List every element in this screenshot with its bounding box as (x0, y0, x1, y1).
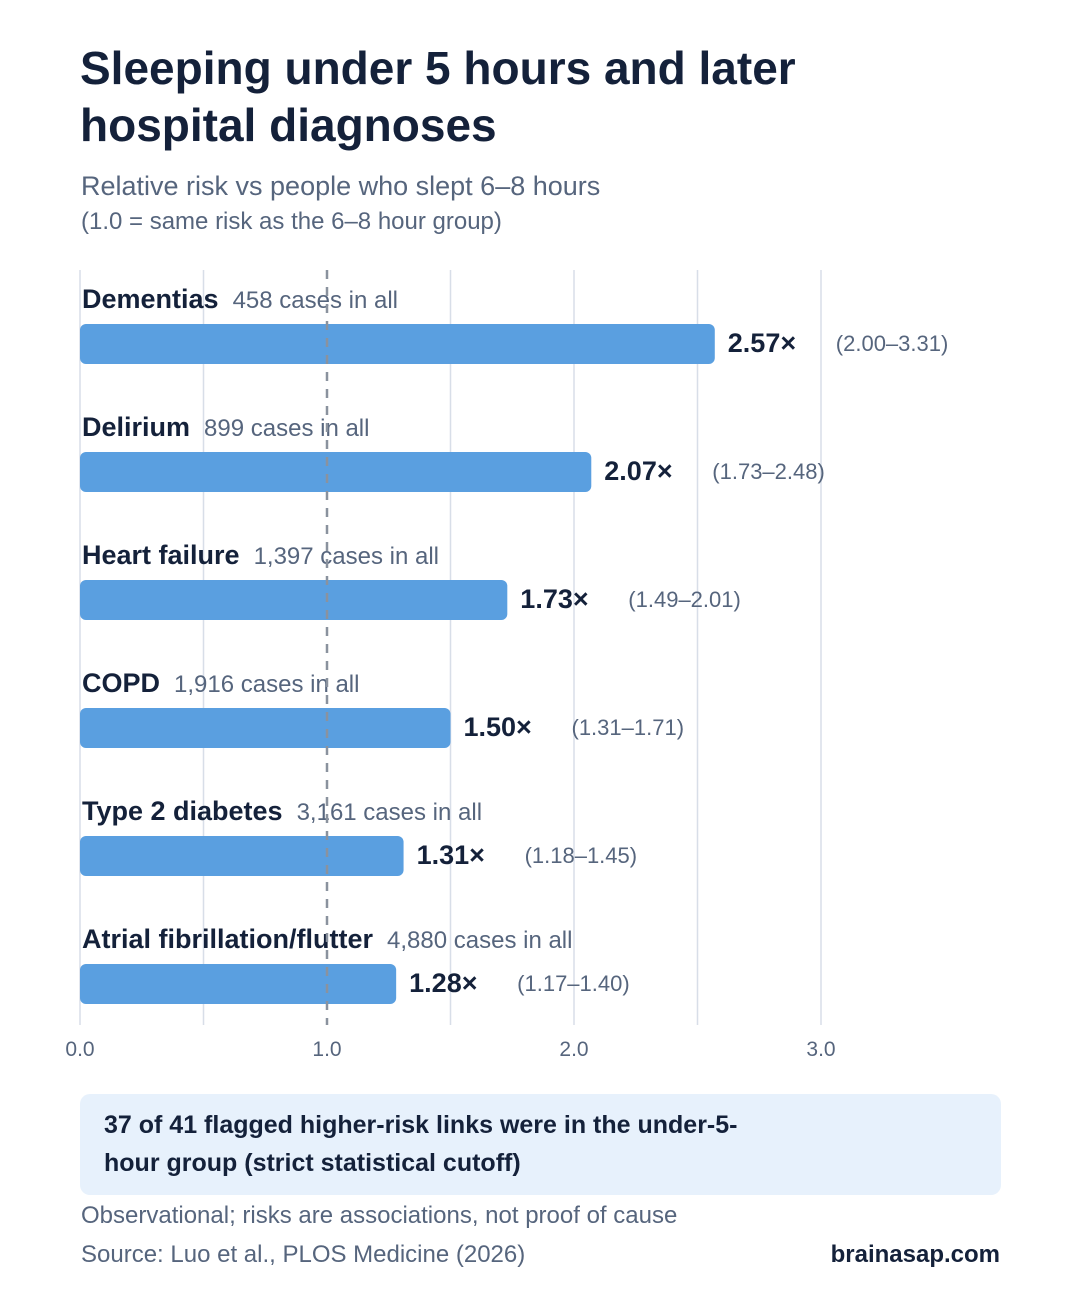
value-label: 2.57× (728, 328, 796, 358)
x-tick-label: 0.0 (65, 1038, 94, 1061)
bar (80, 452, 592, 492)
bar (80, 836, 404, 876)
ci-label: (1.18–1.45) (525, 843, 638, 868)
category-label: Atrial fibrillation/flutter 4,880 cases i… (82, 924, 572, 954)
x-tick-label: 2.0 (559, 1038, 588, 1061)
category-label: Dementias 458 cases in all (82, 284, 398, 314)
ci-label: (1.49–2.01) (628, 587, 741, 612)
x-tick-label: 3.0 (806, 1038, 835, 1061)
footnote: Observational; risks are associations, n… (81, 1202, 678, 1229)
value-label: 2.07× (604, 456, 672, 486)
ci-label: (2.00–3.31) (836, 331, 949, 356)
category-label: Type 2 diabetes 3,161 cases in all (82, 796, 482, 826)
ci-label: (1.73–2.48) (712, 459, 825, 484)
source-credit: Source: Luo et al., PLOS Medicine (2026) (81, 1241, 526, 1268)
callout-box: 37 of 41 flagged higher-risk links were … (80, 1094, 1001, 1195)
category-label: COPD 1,916 cases in all (82, 668, 359, 698)
bar (80, 964, 397, 1004)
ci-label: (1.31–1.71) (572, 715, 685, 740)
bar (80, 324, 715, 364)
bar (80, 708, 451, 748)
callout-text: 37 of 41 flagged higher-risk links were … (104, 1111, 738, 1177)
value-label: 1.28× (409, 968, 477, 998)
brand-link[interactable]: brainasap.com (830, 1241, 1000, 1268)
value-label: 1.50× (464, 712, 532, 742)
bar (80, 580, 508, 620)
category-label: Heart failure 1,397 cases in all (82, 540, 439, 570)
x-tick-label: 1.0 (312, 1038, 341, 1061)
chart-subtitle-note: (1.0 = same risk as the 6–8 hour group) (81, 208, 502, 235)
category-label: Delirium 899 cases in all (82, 412, 369, 442)
value-label: 1.73× (520, 584, 588, 614)
value-label: 1.31× (417, 840, 485, 870)
bar-chart: Dementias 458 cases in all 2.57× (2.00–3.31… (65, 270, 949, 1061)
ci-label: (1.17–1.40) (517, 971, 630, 996)
chart-title: Sleeping under 5 hours and later hospita… (80, 42, 796, 151)
chart-subtitle: Relative risk vs people who slept 6–8 ho… (81, 171, 601, 201)
